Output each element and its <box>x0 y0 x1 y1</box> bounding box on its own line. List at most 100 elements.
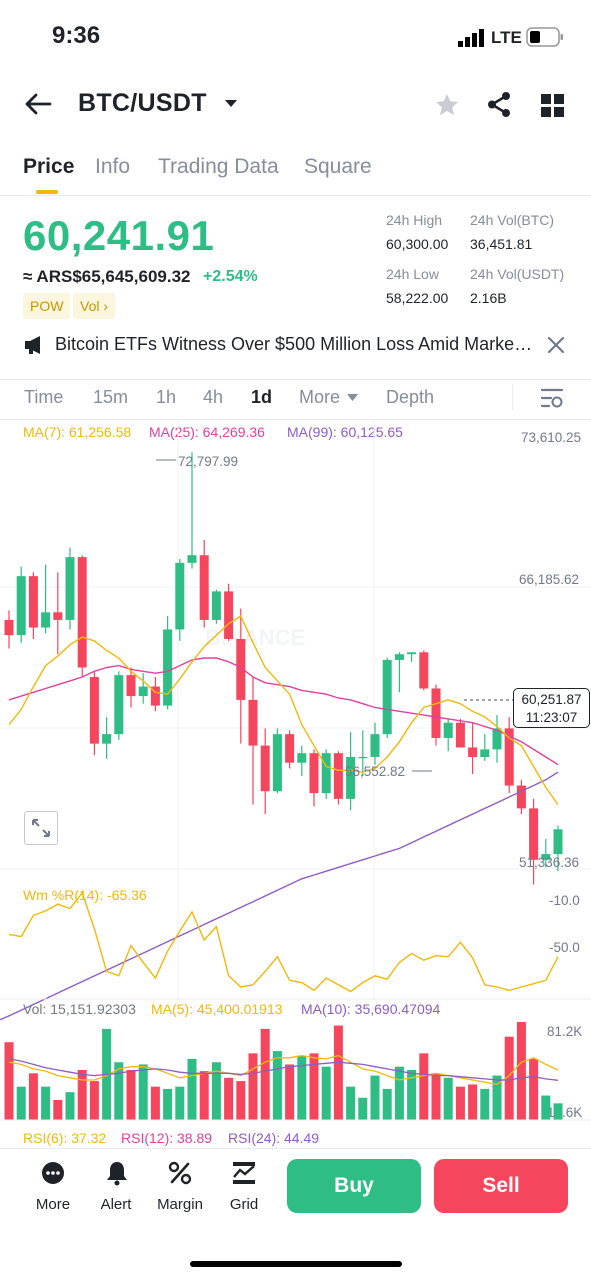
caret-down-icon[interactable] <box>346 393 359 403</box>
volume-bar <box>443 1077 453 1120</box>
volume-bar <box>28 1073 38 1120</box>
percent-icon[interactable] <box>168 1161 192 1185</box>
candle-body <box>28 576 38 628</box>
candle-body <box>455 722 465 748</box>
nav-margin[interactable]: Margin <box>157 1196 203 1213</box>
grid-trading-icon[interactable] <box>232 1161 256 1185</box>
timeframe-time[interactable]: Time <box>24 387 64 407</box>
candle-body <box>224 591 234 639</box>
share-icon[interactable] <box>486 91 512 118</box>
volume-bar <box>492 1075 502 1120</box>
candle-body <box>260 745 270 792</box>
tab-indicator <box>36 190 58 194</box>
volume-bar <box>431 1073 441 1120</box>
nav-grid[interactable]: Grid <box>229 1196 259 1213</box>
volume-bar <box>407 1070 417 1120</box>
timeframe-1d[interactable]: 1d <box>251 387 273 407</box>
volume-bar <box>138 1064 148 1120</box>
vol-badge[interactable]: Vol › <box>73 293 116 319</box>
y-axis-label: 51,336.36 <box>519 855 580 870</box>
last-price: 60,241.91 <box>23 212 215 259</box>
news-headline[interactable]: Bitcoin ETFs Witness Over $500 Million L… <box>55 334 537 354</box>
volume-bar <box>529 1058 539 1120</box>
volume-bar <box>175 1086 185 1120</box>
stat-value: 60,300.00 <box>386 236 449 252</box>
timeframe-more[interactable]: More <box>299 387 341 407</box>
y-axis-label: 73,610.25 <box>521 430 582 445</box>
candle-body <box>138 686 148 697</box>
timeframe-depth[interactable]: Depth <box>386 387 435 407</box>
divider <box>512 384 513 410</box>
volume-bar <box>224 1077 234 1120</box>
candle-body <box>492 728 502 750</box>
price-change: +2.54% <box>203 268 258 285</box>
divider <box>0 379 591 380</box>
chart-settings-icon[interactable] <box>541 387 565 409</box>
tab-price[interactable]: Price <box>23 155 75 178</box>
home-indicator[interactable] <box>190 1261 402 1267</box>
divider <box>0 1148 591 1149</box>
volume-bar <box>394 1066 404 1120</box>
star-icon[interactable] <box>434 92 460 118</box>
volume-bar <box>260 1028 270 1120</box>
candle-body <box>114 675 124 735</box>
nav-alert[interactable]: Alert <box>100 1196 132 1213</box>
timeframe-1h[interactable]: 1h <box>156 387 177 407</box>
volume-bar <box>187 1058 197 1120</box>
stat-value: 58,222.00 <box>386 290 449 306</box>
candle-body <box>394 654 404 660</box>
volume-bar <box>309 1053 319 1120</box>
volume-bar <box>126 1070 136 1120</box>
candle-body <box>297 753 307 763</box>
tab-trading-data[interactable]: Trading Data <box>158 155 279 178</box>
candle-body <box>4 619 14 636</box>
stat-value: 36,451.81 <box>470 236 533 252</box>
expand-button[interactable] <box>24 811 58 845</box>
more-icon[interactable] <box>41 1161 65 1185</box>
timeframe-4h[interactable]: 4h <box>203 387 224 407</box>
candle-body <box>346 756 356 799</box>
candle-body <box>89 677 99 744</box>
low-marker: 56,552.82 <box>345 764 406 779</box>
volume-bar <box>248 1053 258 1120</box>
volume-bar <box>65 1092 75 1120</box>
grid-menu-icon[interactable] <box>541 94 564 117</box>
candle-body <box>370 734 380 757</box>
status-time: 9:36 <box>52 22 101 49</box>
sell-button[interactable]: Sell <box>434 1159 568 1213</box>
volume-bar <box>346 1086 356 1120</box>
candle-body <box>102 734 112 744</box>
vol-ma5-line <box>8 1054 559 1086</box>
volume-bar <box>89 1081 99 1120</box>
candle-body <box>41 612 51 628</box>
candle-body <box>211 591 221 620</box>
pair-title[interactable]: BTC/USDT <box>78 89 207 117</box>
tab-square[interactable]: Square <box>304 155 372 178</box>
close-icon[interactable] <box>547 336 565 354</box>
volume-bar <box>468 1084 478 1120</box>
volume-bar <box>382 1088 392 1120</box>
back-arrow-icon[interactable] <box>24 92 52 116</box>
nav-more[interactable]: More <box>35 1196 71 1213</box>
candle-body <box>529 808 539 860</box>
pow-badge[interactable]: POW <box>23 293 71 319</box>
volume-bar <box>455 1086 465 1120</box>
ma7-label: MA(7): 61,256.58 <box>23 424 132 440</box>
tab-info[interactable]: Info <box>95 155 131 178</box>
caret-down-icon[interactable] <box>223 98 239 110</box>
vol-axis-label: 81.2K <box>547 1024 583 1039</box>
vol-ma10-line <box>8 1058 559 1081</box>
buy-button[interactable]: Buy <box>287 1159 421 1213</box>
volume-bar <box>358 1097 368 1120</box>
candle-body <box>419 652 429 689</box>
current-price-tag: 60,251.87 11:23:07 <box>513 688 590 728</box>
volume-bar <box>297 1055 307 1120</box>
volume-bar <box>163 1088 173 1120</box>
volume-bar <box>236 1081 246 1120</box>
bell-icon[interactable] <box>105 1160 129 1186</box>
volume-bar <box>333 1025 343 1120</box>
stat-label: 24h High <box>386 212 443 228</box>
candle-body <box>309 753 319 794</box>
timeframe-15m[interactable]: 15m <box>93 387 129 407</box>
countdown: 11:23:07 <box>525 710 578 725</box>
